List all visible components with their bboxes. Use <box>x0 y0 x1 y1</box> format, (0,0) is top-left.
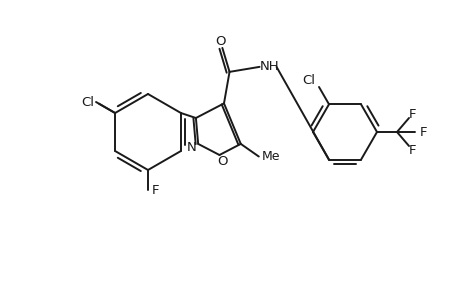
Text: F: F <box>409 107 416 121</box>
Text: F: F <box>420 125 427 139</box>
Text: O: O <box>217 155 227 169</box>
Text: F: F <box>409 143 416 157</box>
Text: Me: Me <box>261 150 280 163</box>
Text: Cl: Cl <box>81 95 95 109</box>
Text: N: N <box>186 141 196 154</box>
Text: NH: NH <box>259 60 279 74</box>
Text: Cl: Cl <box>302 74 315 88</box>
Text: F: F <box>152 184 159 196</box>
Text: O: O <box>215 35 225 48</box>
